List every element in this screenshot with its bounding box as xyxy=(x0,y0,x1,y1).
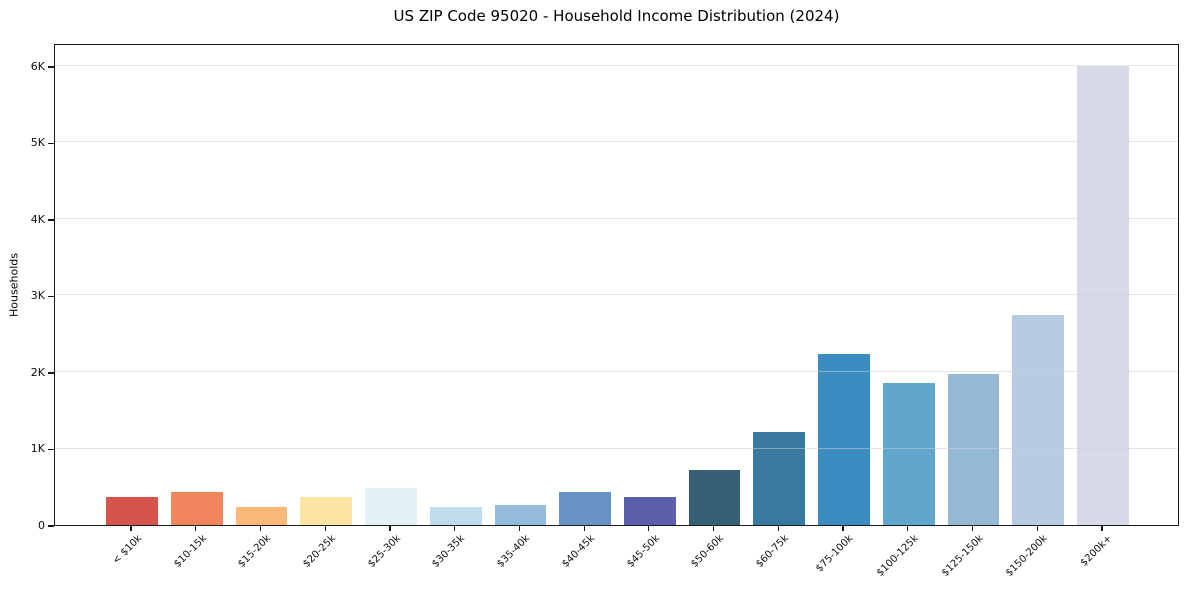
x-tick-label: $60-75k xyxy=(754,533,792,570)
x-tick-label: $25-30k xyxy=(365,533,403,570)
x-tick-mark xyxy=(583,526,585,531)
bar-$30-35k xyxy=(429,506,482,525)
x-tick-mark xyxy=(971,526,974,531)
x-tick-label: $150-200k xyxy=(1004,533,1051,579)
y-tick-label: 4K xyxy=(30,212,45,226)
y-tick-label: 2K xyxy=(30,365,45,379)
x-tick-mark xyxy=(712,526,715,531)
bar-$60-75k xyxy=(753,432,806,525)
gridline-6000 xyxy=(55,64,1178,66)
bar-$25-30k xyxy=(365,488,417,525)
bar-$20-25k xyxy=(300,497,353,525)
gridline-5000 xyxy=(55,141,1178,143)
y-tick-mark xyxy=(48,142,54,145)
chart-title: US ZIP Code 95020 - Household Income Dis… xyxy=(393,7,840,25)
x-tick-mark xyxy=(130,526,132,531)
x-tick-mark xyxy=(259,526,262,531)
bar-$45-50k xyxy=(623,497,676,525)
x-tick-label: $15-20k xyxy=(236,533,274,570)
y-tick-mark xyxy=(48,219,54,221)
y-tick-mark xyxy=(48,66,54,68)
y-tick-label: 3K xyxy=(30,289,45,303)
x-tick-mark xyxy=(389,526,391,531)
x-tick-mark xyxy=(1036,526,1038,531)
x-tick-label: $45-50k xyxy=(624,533,662,570)
x-tick-mark xyxy=(1101,526,1103,531)
bar-< $10k xyxy=(106,497,158,525)
y-tick-label: 1K xyxy=(30,442,45,456)
x-tick-label: < $10k xyxy=(110,533,144,567)
bar-$100-125k xyxy=(882,382,935,525)
y-tick-label: 6K xyxy=(30,59,45,73)
bar-$75-100k xyxy=(818,353,870,525)
bar-$50-60k xyxy=(688,469,741,525)
bar-$35-40k xyxy=(494,505,547,525)
bar-$125-150k xyxy=(947,374,1000,525)
y-tick-mark xyxy=(48,372,54,374)
x-tick-label: $50-60k xyxy=(689,533,727,570)
x-tick-mark xyxy=(324,526,326,531)
y-tick-label: 0 xyxy=(38,519,45,532)
gridline-4000 xyxy=(55,217,1178,219)
x-tick-label: $30-35k xyxy=(430,533,468,570)
x-tick-mark xyxy=(777,526,779,531)
bar-$40-45k xyxy=(559,492,612,525)
x-tick-mark xyxy=(518,526,520,531)
bar-$10-15k xyxy=(170,492,223,525)
x-tick-label: $200k+ xyxy=(1078,533,1115,569)
x-tick-label: $125-150k xyxy=(939,533,986,579)
x-tick-mark xyxy=(648,526,650,531)
y-tick-mark xyxy=(48,295,54,298)
bar-$15-20k xyxy=(235,507,288,525)
gridline-3000 xyxy=(55,294,1178,296)
y-tick-mark xyxy=(48,448,54,451)
x-tick-label: $35-40k xyxy=(495,533,533,570)
y-tick-mark xyxy=(48,525,54,527)
x-tick-label: $10-15k xyxy=(171,533,209,570)
y-tick-label: 5K xyxy=(30,136,45,150)
x-tick-label: $40-45k xyxy=(559,533,597,570)
gridline-2000 xyxy=(55,370,1178,372)
gridline-1000 xyxy=(55,447,1178,449)
y-axis-label: Households xyxy=(7,253,21,317)
plot-area xyxy=(54,44,1179,526)
x-tick-mark xyxy=(454,526,456,531)
x-tick-mark xyxy=(842,526,844,531)
bar-$150-200k xyxy=(1012,314,1065,525)
bar-$200k+ xyxy=(1077,65,1129,525)
x-tick-label: $75-100k xyxy=(814,533,856,575)
x-tick-mark xyxy=(195,526,197,531)
x-tick-mark xyxy=(907,526,909,531)
x-tick-label: $20-25k xyxy=(301,533,338,570)
x-tick-label: $100-125k xyxy=(874,533,921,579)
